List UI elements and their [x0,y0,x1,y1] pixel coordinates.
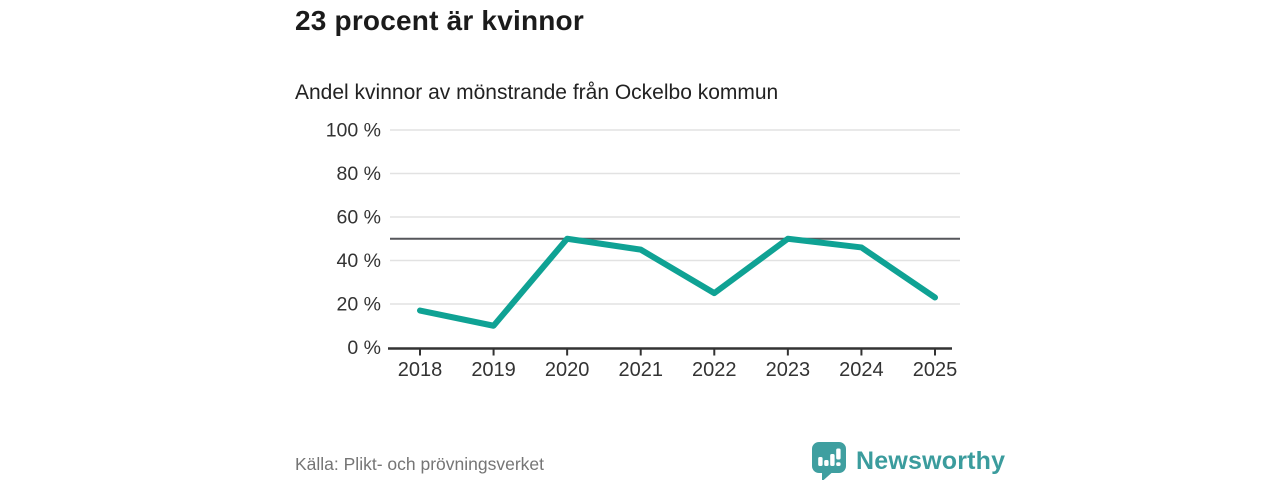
chart-title: 23 procent är kvinnor [295,5,584,36]
source-note: Källa: Plikt- och prövningsverket [295,454,544,474]
chart-subtitle: Andel kvinnor av mönstrande från Ockelbo… [295,81,779,104]
y-tick-label: 0 % [347,337,381,359]
x-tick-label: 2021 [618,359,663,381]
x-tick-label: 2018 [398,359,443,381]
x-tick-label: 2020 [545,359,590,381]
x-axis-labels: 2018 2019 2020 2021 2022 2023 2024 2025 [398,359,958,381]
y-tick-label: 20 % [337,294,381,316]
x-tick-label: 2023 [766,359,811,381]
x-tick-label: 2019 [471,359,516,381]
x-tick-label: 2025 [913,359,958,381]
brand-name: Newsworthy [856,446,1006,475]
bar-chart-glyph [818,448,841,466]
gridlines [390,129,960,305]
data-line-series [417,235,938,329]
y-tick-label: 80 % [337,163,381,185]
newsworthy-speech-bubble-bar-chart-icon [812,442,846,480]
x-axis-ticks [419,348,936,356]
y-tick-label: 40 % [337,250,381,272]
brand-logo: Newsworthy [811,441,1005,480]
y-tick-label: 60 % [337,207,381,229]
y-tick-label: 100 % [326,120,381,142]
x-tick-label: 2022 [692,359,737,381]
speech-bubble-shape [812,442,846,480]
x-tick-label: 2024 [839,359,884,381]
y-axis-labels: 0 % 20 % 40 % 60 % 80 % 100 % [326,120,381,360]
